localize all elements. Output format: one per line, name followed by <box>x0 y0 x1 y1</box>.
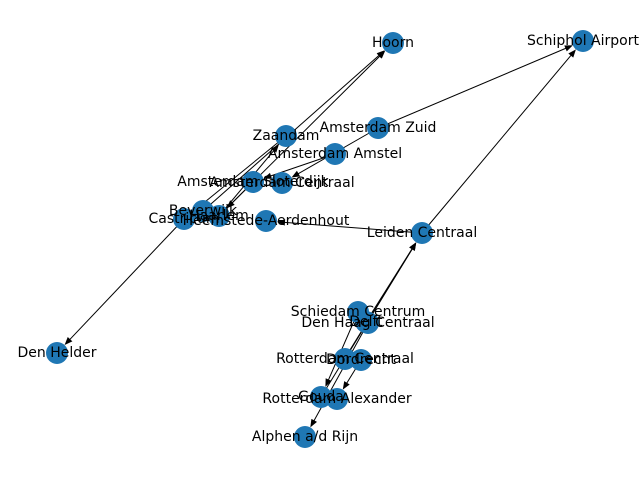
node-heemstede <box>255 210 277 232</box>
arrowhead-amsterdam_amstel-to-amsterdam_sloterdijk <box>263 172 273 179</box>
node-label-beverwijk: Beverwijk <box>169 203 238 219</box>
node-label-heemstede: Heemstede-Aerdenhout <box>183 213 350 229</box>
arrowhead-amsterdam_zuid-to-schiphol <box>564 45 573 52</box>
node-hoorn <box>382 32 404 54</box>
edge-schiedam-to-gouda <box>327 311 359 382</box>
arrowhead-leiden-to-heemstede <box>276 219 286 226</box>
node-label-amsterdam_amstel: Amsterdam Amstel <box>268 146 402 162</box>
labels-layer: Hoorn Schiphol Airport Zaandam Amsterdam Zu… <box>17 33 639 445</box>
node-label-rotterdam_centraal: Rotterdam Centraal <box>276 351 414 367</box>
edge-leiden-to-heemstede <box>282 221 423 234</box>
arrowhead-amsterdam_sloterdijk-to-haarlem <box>226 200 235 209</box>
node-label-delft: Delft <box>349 314 383 330</box>
node-zaandam <box>275 125 297 147</box>
node-label-rotterdam_alexander: Rotterdam Alexander <box>262 391 411 407</box>
arrowhead-dordrecht-to-rotterdam_alexander <box>342 381 350 390</box>
node-amsterdam_centraal <box>271 172 293 194</box>
node-den_haag <box>357 312 379 334</box>
node-label-schiphol: Schiphol Airport <box>527 33 639 49</box>
edge-leiden-to-schiphol <box>421 53 573 234</box>
node-label-den_helder: Den Helder <box>17 345 96 361</box>
nodes-layer <box>46 30 594 448</box>
arrowhead-haarlem-to-zaandam <box>271 144 279 153</box>
arrowhead-schiedam-to-gouda <box>325 378 332 387</box>
node-label-gouda: Gouda <box>298 389 344 405</box>
node-castricum <box>173 208 195 230</box>
node-leiden <box>411 222 433 244</box>
arrowhead-haarlem-to-hoorn <box>377 50 386 59</box>
arrowhead-leiden-to-schiphol <box>568 49 576 58</box>
edge-castricum-to-den_helder <box>68 218 185 342</box>
edge-amsterdam_zuid-to-schiphol <box>377 47 568 129</box>
node-label-schiedam: Schiedam Centrum <box>291 304 426 320</box>
node-label-haarlem: Haarlem <box>189 208 249 224</box>
node-label-amsterdam_sloterdijk: Amsterdam Sloterdijk <box>177 174 329 190</box>
arrowhead-amsterdam_zuid-to-amsterdam_centraal <box>291 170 301 178</box>
node-label-amsterdam_centraal: Amsterdam Centraal <box>209 175 354 191</box>
arrowhead-gouda-to-leiden <box>409 242 417 251</box>
edge-zaandam-to-castricum <box>196 135 287 209</box>
node-label-alphen: Alphen a/d Rijn <box>252 429 358 445</box>
node-alphen <box>294 426 316 448</box>
node-amsterdam_sloterdijk <box>242 171 264 193</box>
node-label-hoorn: Hoorn <box>372 35 414 51</box>
node-rotterdam_alexander <box>326 388 348 410</box>
node-schiphol <box>572 30 594 52</box>
node-dordrecht <box>350 349 372 371</box>
node-label-dordrecht: Dordrecht <box>326 352 396 368</box>
node-label-zaandam: Zaandam <box>253 128 320 144</box>
node-label-den_haag: Den Haag Centraal <box>301 315 434 331</box>
arrowhead-den_haag-to-alphen <box>310 418 317 428</box>
node-amsterdam_amstel <box>324 143 346 165</box>
node-label-castricum: Castricum <box>149 211 220 227</box>
node-haarlem <box>208 205 230 227</box>
node-rotterdam_centraal <box>334 348 356 370</box>
node-amsterdam_zuid <box>367 117 389 139</box>
node-label-amsterdam_zuid: Amsterdam Zuid <box>320 120 437 136</box>
node-gouda <box>310 386 332 408</box>
node-den_helder <box>46 342 68 364</box>
arrowhead-castricum-to-den_helder <box>64 337 73 346</box>
edges-layer <box>64 45 576 428</box>
node-label-leiden: Leiden Centraal <box>367 225 477 241</box>
